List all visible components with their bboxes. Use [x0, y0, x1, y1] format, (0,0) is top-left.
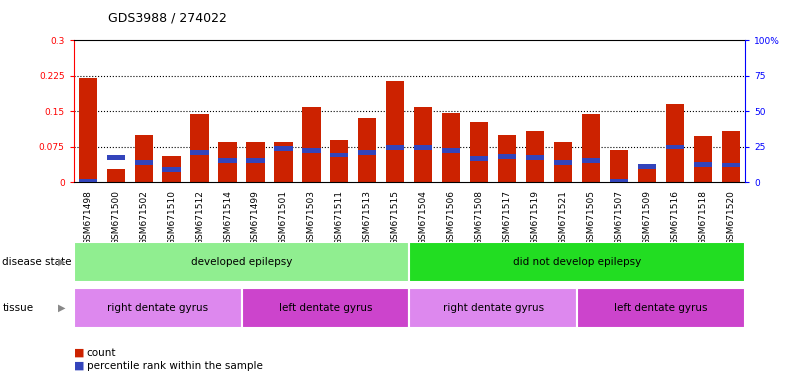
Bar — [302, 107, 320, 182]
Bar — [638, 164, 656, 182]
Bar — [409, 288, 577, 328]
Bar — [247, 158, 264, 163]
Bar — [470, 156, 489, 161]
Bar — [470, 122, 489, 182]
Text: left dentate gyrus: left dentate gyrus — [614, 303, 708, 313]
Bar — [610, 150, 628, 182]
Bar — [442, 148, 461, 152]
Text: tissue: tissue — [2, 303, 34, 313]
Bar — [107, 155, 125, 160]
Bar — [582, 114, 600, 182]
Bar — [78, 78, 97, 182]
Bar — [666, 104, 684, 182]
Text: left dentate gyrus: left dentate gyrus — [279, 303, 372, 313]
Bar — [74, 242, 409, 282]
Bar — [694, 136, 712, 182]
Bar — [610, 179, 628, 183]
Bar — [526, 131, 544, 182]
Bar — [582, 158, 600, 163]
Text: percentile rank within the sample: percentile rank within the sample — [87, 361, 263, 371]
Bar — [78, 179, 97, 183]
Bar — [163, 167, 181, 172]
Text: ▶: ▶ — [58, 257, 65, 267]
Text: right dentate gyrus: right dentate gyrus — [443, 303, 544, 313]
Text: GDS3988 / 274022: GDS3988 / 274022 — [108, 12, 227, 25]
Bar — [330, 140, 348, 182]
Text: right dentate gyrus: right dentate gyrus — [107, 303, 208, 313]
Text: disease state: disease state — [2, 257, 72, 267]
Bar — [694, 162, 712, 167]
Bar — [107, 169, 125, 182]
Bar — [554, 142, 572, 182]
Text: ■: ■ — [74, 361, 84, 371]
Bar — [330, 152, 348, 157]
Bar — [722, 162, 740, 167]
Bar — [498, 154, 517, 159]
Bar — [722, 131, 740, 182]
Bar — [74, 288, 242, 328]
Bar — [191, 114, 208, 182]
Bar — [526, 155, 544, 160]
Text: ▶: ▶ — [58, 303, 65, 313]
Bar — [554, 160, 572, 165]
Bar — [219, 142, 236, 182]
Bar — [386, 146, 405, 150]
Bar — [302, 148, 320, 152]
Bar — [163, 156, 181, 182]
Bar — [386, 81, 405, 182]
Bar — [414, 146, 433, 150]
Bar — [135, 160, 153, 165]
Bar — [666, 144, 684, 149]
Bar — [577, 288, 745, 328]
Bar — [442, 113, 461, 182]
Bar — [275, 146, 292, 151]
Bar — [409, 242, 745, 282]
Text: ■: ■ — [74, 348, 84, 358]
Bar — [358, 118, 376, 182]
Bar — [638, 164, 656, 169]
Bar — [135, 135, 153, 182]
Bar — [275, 142, 292, 182]
Text: did not develop epilepsy: did not develop epilepsy — [513, 257, 642, 267]
Bar — [191, 150, 208, 155]
Bar — [247, 142, 264, 182]
Bar — [219, 158, 236, 163]
Bar — [498, 135, 517, 182]
Bar — [358, 150, 376, 155]
Bar — [414, 107, 433, 182]
Bar — [242, 288, 409, 328]
Text: developed epilepsy: developed epilepsy — [191, 257, 292, 267]
Text: count: count — [87, 348, 116, 358]
